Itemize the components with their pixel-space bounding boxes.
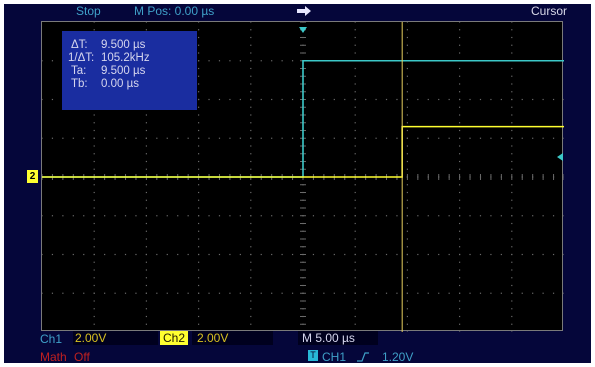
tb-label: Tb: bbox=[71, 78, 88, 90]
ch1-volts-per-div: 2.00V bbox=[73, 331, 158, 345]
menu-title[interactable]: Cursor bbox=[530, 4, 567, 18]
ch1-label[interactable]: Ch1 bbox=[40, 332, 63, 346]
oscilloscope-screen: Stop M Pos: 0.00 µs Cursor ΔT: 9.500 µs … bbox=[4, 4, 591, 363]
rising-edge-icon bbox=[357, 352, 369, 362]
delta-t-value: 9.500 µs bbox=[101, 39, 146, 51]
trigger-source: CH1 bbox=[322, 350, 347, 363]
trigger-level: 1.20V bbox=[382, 350, 414, 363]
run-status: Stop bbox=[76, 4, 101, 18]
trigger-point-marker bbox=[299, 27, 307, 33]
trigger-level-marker bbox=[557, 153, 563, 161]
tb-value: 0.00 µs bbox=[101, 78, 139, 90]
frequency-value: 105.2kHz bbox=[101, 52, 150, 64]
waveform-display: ΔT: 9.500 µs 1/ΔT: 105.2kHz Ta: 9.500 µs… bbox=[41, 21, 564, 332]
ta-label: Ta: bbox=[71, 65, 87, 77]
ch2-ground-marker[interactable]: 2 bbox=[27, 170, 38, 183]
graticule bbox=[42, 22, 564, 332]
trigger-badge: T bbox=[308, 350, 318, 361]
ch2-volts-per-div: 2.00V bbox=[192, 331, 273, 345]
timebase-readout: M 5.00 µs bbox=[298, 331, 378, 345]
horizontal-position-readout: M Pos: 0.00 µs bbox=[134, 4, 215, 18]
math-state: Off bbox=[74, 350, 90, 363]
frequency-label: 1/ΔT: bbox=[68, 52, 95, 64]
cursor-readout-panel: ΔT: 9.500 µs 1/ΔT: 105.2kHz Ta: 9.500 µs… bbox=[62, 31, 197, 110]
math-label[interactable]: Math bbox=[40, 350, 67, 363]
ch2-label[interactable]: Ch2 bbox=[160, 331, 188, 345]
ta-value: 9.500 µs bbox=[101, 65, 146, 77]
trigger-position-icon bbox=[297, 6, 311, 16]
delta-t-label: ΔT: bbox=[71, 39, 88, 51]
